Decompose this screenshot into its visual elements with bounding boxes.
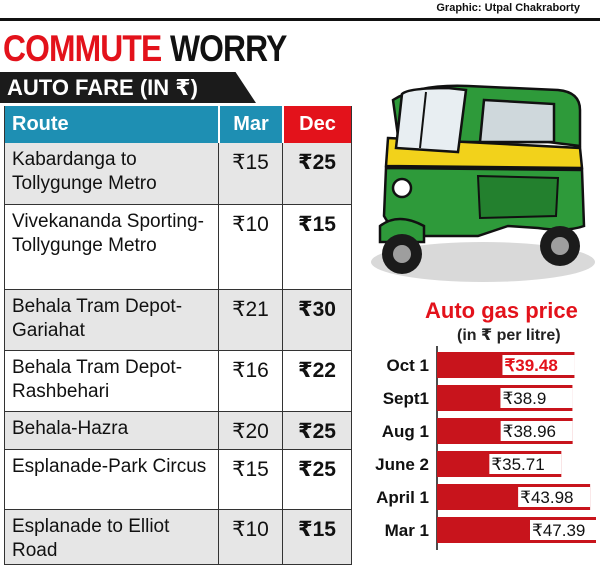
route-cell: Kabardanga to Tollygunge Metro — [12, 149, 157, 194]
value-label: ₹38.96 — [503, 422, 556, 441]
mar-fare-cell: ₹15 — [218, 450, 282, 509]
table-row: Kabardanga to Tollygunge Metro ₹15 ₹25 — [5, 143, 351, 205]
table-row: Esplanade-Park Circus ₹15 ₹25 — [5, 450, 351, 510]
headline-black: WORRY — [169, 28, 287, 69]
value-label: ₹38.9 — [502, 389, 546, 408]
category-label: Mar 1 — [385, 521, 429, 540]
mar-fare-cell: ₹10 — [218, 205, 282, 289]
table-row: Esplanade to Elliot Road ₹10 ₹15 — [5, 510, 351, 565]
headline-red: COMMUTE — [3, 28, 162, 69]
category-label: Aug 1 — [382, 422, 429, 441]
dec-fare-cell: ₹25 — [282, 412, 351, 449]
mar-fare-cell: ₹15 — [218, 143, 282, 204]
table-row: Vivekananda Sporting-Tollygunge Metro ₹10… — [5, 205, 351, 290]
value-label: ₹47.39 — [532, 521, 585, 540]
value-label: ₹39.48 — [504, 356, 557, 375]
gas-price-chart: Oct 1 ₹39.48 Sept1 ₹38.9 Aug 1 ₹38.96 June 2 ₹3… — [375, 346, 596, 550]
route-cell: Esplanade to Elliot Road — [12, 516, 170, 561]
headline: COMMUTE WORRY — [3, 28, 287, 70]
dec-fare-cell: ₹30 — [282, 290, 351, 350]
table-row: Behala Tram Depot-Gariahat ₹21 ₹30 — [5, 290, 351, 351]
header-dec: Dec — [282, 106, 351, 143]
value-label: ₹35.71 — [491, 455, 544, 474]
auto-rickshaw-icon — [371, 84, 595, 282]
value-label-backing — [502, 355, 575, 375]
dec-fare-cell: ₹22 — [282, 351, 351, 411]
mar-fare-cell: ₹16 — [218, 351, 282, 411]
chart-subtitle: (in ₹ per litre) — [457, 327, 561, 344]
category-label: Sept1 — [383, 389, 429, 408]
value-label-backing — [500, 388, 573, 408]
dec-fare-cell: ₹15 — [282, 205, 351, 289]
value-label-backing — [518, 487, 591, 507]
category-label: April 1 — [376, 488, 429, 507]
route-cell: Esplanade-Park Circus — [12, 456, 207, 477]
value-label-backing — [489, 454, 562, 474]
table-header-row: Route Mar Dec — [5, 106, 351, 143]
mar-fare-cell: ₹10 — [218, 510, 282, 564]
mar-fare-cell: ₹21 — [218, 290, 282, 350]
category-label: Oct 1 — [386, 356, 429, 375]
route-cell: Behala Tram Depot-Gariahat — [12, 296, 183, 341]
table-subhead: AUTO FARE (IN ₹) — [0, 72, 256, 103]
route-cell: Behala-Hazra — [12, 418, 129, 439]
route-cell: Vivekananda Sporting-Tollygunge Metro — [12, 211, 204, 256]
table-row: Behala-Hazra ₹20 ₹25 — [5, 412, 351, 450]
table-row: Behala Tram Depot-Rashbehari ₹16 ₹22 — [5, 351, 351, 412]
dec-fare-cell: ₹25 — [282, 450, 351, 509]
mar-fare-cell: ₹20 — [218, 412, 282, 449]
chart-title: Auto gas price — [425, 298, 578, 323]
header-route: Route — [5, 106, 218, 143]
value-label-backing — [530, 520, 596, 540]
route-cell: Behala Tram Depot-Rashbehari — [12, 357, 183, 402]
fare-table: Route Mar Dec Kabardanga to Tollygunge M… — [4, 106, 352, 565]
credit-bar: Graphic: Utpal Chakraborty — [0, 0, 600, 21]
category-label: June 2 — [375, 455, 429, 474]
dec-fare-cell: ₹15 — [282, 510, 351, 564]
value-label: ₹43.98 — [520, 488, 573, 507]
value-label-backing — [500, 421, 573, 441]
dec-fare-cell: ₹25 — [282, 143, 351, 204]
graphic-credit: Graphic: Utpal Chakraborty — [436, 2, 580, 14]
header-mar: Mar — [218, 106, 282, 143]
